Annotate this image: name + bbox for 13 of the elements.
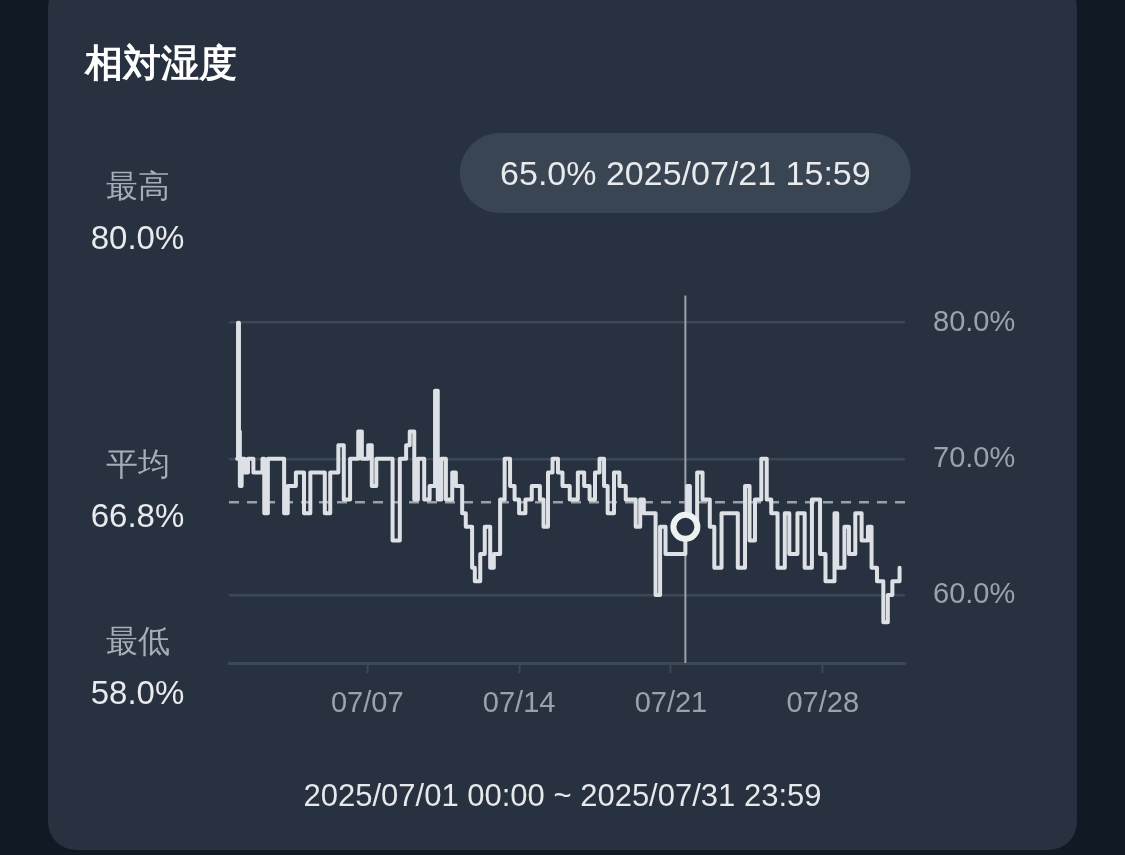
text: 最高 80.0% <box>89 166 186 258</box>
text: 最低 58.0% <box>89 621 186 713</box>
chart-title: 相対湿度 <box>85 40 237 87</box>
y-tick-label: 80.0% <box>933 304 1016 337</box>
x-tick-label: 07/14 <box>482 686 556 719</box>
y-tick-label: 60.0% <box>933 576 1016 609</box>
x-tick-label: 07/21 <box>634 686 708 719</box>
y-tick-label: 70.0% <box>933 440 1016 473</box>
x-tick-label: 07/07 <box>330 686 404 719</box>
text: 平均 66.8% <box>89 444 186 536</box>
text: 2025/07/01 00:00 ~ 2025/07/31 23:59 <box>302 778 823 814</box>
x-tick-label: 07/28 <box>786 686 860 719</box>
text: 65.0% 2025/07/21 15:59 <box>460 133 911 213</box>
